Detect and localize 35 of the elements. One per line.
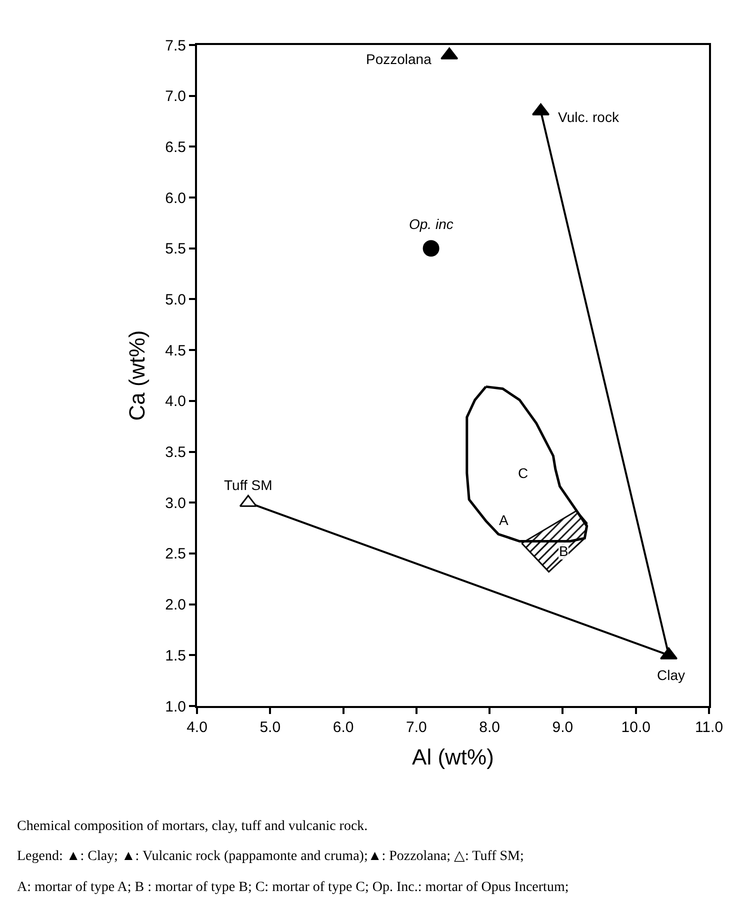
x-tick-label: 5.0: [260, 719, 281, 736]
series-label: B: [559, 543, 568, 559]
series-label: Op. inc: [409, 216, 454, 232]
text: Chemical composition of mortars, clay, tuff and vulcanic rock.: [17, 819, 368, 834]
x-tick-label: 7.0: [406, 719, 427, 736]
y-tick-label: 3.0: [165, 494, 186, 512]
x-tick-label: 8.0: [479, 719, 500, 736]
x-tick-label: 9.0: [552, 719, 574, 736]
y-tick-label: 4.5: [165, 342, 186, 360]
x-tick-label: 4.0: [186, 719, 208, 736]
y-tick-label: 6.0: [165, 190, 186, 207]
text: A: mortar of type A; B : mortar of type B; C: mortar of type C; Op. Inc.: mortar of Opus Incertum;: [17, 880, 569, 895]
y-axis-title: Ca (wt%): [124, 330, 150, 421]
text: Legend: ▲: Clay; ▲: Vulcanic rock (pappamonte and cruma);▲: Pozzolana; △: Tuff SM;: [17, 849, 524, 864]
y-tick-label: 7.5: [165, 37, 186, 54]
x-tick-label: 10.0: [621, 719, 650, 736]
y-tick-label: 2.5: [165, 546, 186, 563]
x-tick-label: 6.0: [332, 719, 354, 736]
y-tick-label: 2.0: [165, 596, 186, 614]
y-tick-label: 3.5: [165, 444, 186, 462]
x-axis-title: Al (wt%): [412, 744, 494, 770]
series-label: Vulc. rock: [558, 109, 620, 125]
x-tick-label: 11.0: [694, 719, 724, 736]
annotation: A: [499, 512, 509, 528]
y-tick-label: 7.0: [165, 88, 186, 106]
y-tick-label: 5.5: [165, 240, 186, 258]
y-tick-label: 1.5: [165, 647, 186, 664]
y-tick-label: 6.5: [165, 138, 186, 156]
y-tick-label: 1.0: [165, 698, 186, 716]
y-tick-label: 5.0: [165, 291, 186, 308]
y-tick-label: 4.0: [165, 393, 186, 410]
series-label: Tuff SM: [224, 477, 272, 493]
series-label: Pozzolana: [366, 51, 432, 67]
series-label: Clay: [657, 667, 686, 683]
series-label: C: [518, 465, 528, 481]
